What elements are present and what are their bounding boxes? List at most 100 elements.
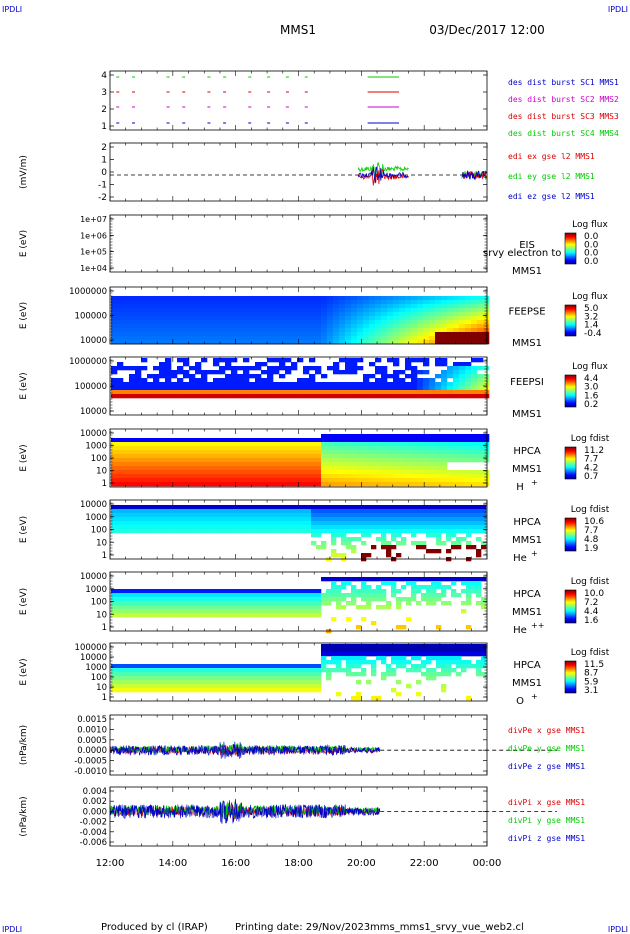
panel-eis-colorbar-tick: 0.0: [584, 232, 599, 242]
panel-eis-colorbar-tick: 0.0: [584, 257, 599, 267]
panel-hpca_hepp-colorbar-tick: 4.4: [584, 607, 599, 617]
panel-feepse-ytick-label: 10000: [80, 336, 107, 346]
x-tick-label: 00:00: [473, 858, 502, 869]
panel-feepsi-spectrogram: [111, 358, 490, 399]
panel-hpca_hepp-instrument-label: HPCA: [513, 589, 541, 600]
panel-hpca_h-ylabel: E (eV): [19, 444, 29, 471]
panel-burst-ytick-label: 1: [101, 122, 107, 132]
panel-edi-legend-3: edi ez gse l2 MMS1: [508, 192, 595, 201]
panels: 4 3 2 1 des dist burst SC1 MMS1 des dist burs…: [19, 70, 619, 848]
panel-hpca_h-spacecraft-label: MMS1: [512, 464, 542, 475]
panel-divpe-ytick-label: -0.0010: [74, 767, 107, 777]
panel-edi-legend-2: edi ey gse l2 MMS1: [508, 172, 595, 181]
panel-hpca_o-ytick-label: 1000: [85, 663, 107, 673]
panel-hpca_o-colorbar-tick: 3.1: [584, 686, 598, 696]
panel-feepsi-colorbar-tick: 4.4: [584, 374, 599, 384]
panel-hpca_o-species-label: O: [516, 696, 524, 707]
panel-feepsi-colorbar-tick: 1.6: [584, 391, 599, 401]
footer-produced: Produced by cl (IRAP): [101, 922, 208, 933]
footer-file: mms_mms1_srvy_vue_web2.cl: [370, 922, 524, 933]
panel-hpca_he-spacecraft-label: MMS1: [512, 535, 542, 546]
x-tick-label: 20:00: [347, 858, 376, 869]
panel-eis-ylabel: E (eV): [19, 230, 29, 257]
panel-edi-ytick-label: 1: [101, 156, 107, 166]
x-tick-label: 18:00: [284, 858, 313, 869]
panel-burst-ytick-label: 2: [101, 105, 107, 115]
panel-divpe-ytick-label: 0.0010: [77, 725, 107, 735]
panel-feepse-spacecraft-label: MMS1: [512, 338, 542, 349]
panel-feepsi-colorbar-tick: 0.2: [584, 400, 598, 410]
panel-hpca_hepp-species-charge: ++: [531, 621, 544, 630]
panel-hpca_h-ytick-label: 10000: [80, 429, 107, 439]
panel-eis-colorbar-tick: 0.0: [584, 249, 599, 259]
panel-hpca_h-colorbar-tick: 11.2: [584, 446, 604, 456]
panel-eis-ytick-label: 1e+07: [80, 215, 107, 224]
panel-edi-ytick-label: -2: [98, 193, 107, 203]
panel-hpca_hepp-colorbar-tick: 10.0: [584, 589, 604, 599]
x-tick-label: 12:00: [96, 858, 125, 869]
panel-feepse-ylabel: E (eV): [19, 302, 29, 329]
panel-edi-series-1: [357, 162, 409, 178]
panel-hpca_he-spectrogram: [111, 505, 487, 562]
panel-hpca_he-colorbar: [564, 517, 577, 552]
panel-eis-frame: [109, 214, 488, 273]
panel-burst-frame: [109, 70, 488, 131]
panel-hpca_o-spacecraft-label: MMS1: [512, 678, 542, 689]
panel-hpca_o-ytick-label: 100000: [75, 643, 107, 653]
panel-hpca_o-ytick-label: 10000: [80, 653, 107, 663]
panel-feepsi-ytick-label: 10000: [80, 407, 107, 417]
panel-divpi-series-3: [109, 798, 381, 824]
panel-hpca_he-instrument-label: HPCA: [513, 517, 541, 528]
panel-hpca_h-ytick-label: 1: [102, 479, 107, 489]
panel-hpca_hepp-colorbar: [564, 589, 577, 624]
panel-feepse-instrument-label: FEEPSE: [508, 307, 545, 318]
panel-feepsi-colorbar: [564, 374, 577, 408]
panel-divpe-ytick-label: 0.0005: [77, 736, 107, 746]
panel-edi-series-late-3: [461, 170, 488, 181]
panel-hpca_o-instrument-label: HPCA: [513, 660, 541, 671]
panel-feepse-ytick-label: 1000000: [69, 287, 107, 297]
panel-feepse-ytick-label: 100000: [75, 312, 107, 322]
panel-hpca_o-colorbar-tick: 8.7: [584, 669, 598, 679]
corner-label-br: IPDLI: [608, 925, 628, 934]
panel-hpca_hepp-colorbar-title: Log fdist: [571, 577, 610, 587]
panel-hpca_hepp-spacecraft-label: MMS1: [512, 607, 542, 618]
x-axis: 12:00 14:00 16:00 18:00 20:00 22:00 00:00: [96, 858, 502, 869]
panel-hpca_h-ytick-label: 100: [91, 454, 107, 464]
panel-divpe-ytick-label: -0.0005: [74, 757, 107, 767]
panel-hpca_he-colorbar-tick: 4.8: [584, 535, 599, 545]
x-tick-label: 14:00: [158, 858, 187, 869]
x-tick-label: 22:00: [410, 858, 439, 869]
panel-divpe-ylabel: (nPa/km): [19, 725, 29, 765]
panel-edi-ytick-label: 0: [101, 168, 107, 178]
panel-edi-frame: [109, 142, 488, 202]
panel-hpca_he-species-label: He: [513, 553, 527, 564]
panel-hpca_o-ytick-label: 10: [96, 683, 107, 693]
panel-divpi-ytick-label: 0.004: [83, 787, 107, 797]
panel-feepsi-ytick-label: 100000: [75, 382, 107, 392]
panel-divpe-ytick-label: 0.0000: [77, 746, 107, 756]
panel-divpi-ytick-label: 0.000: [83, 807, 107, 817]
panel-eis-ytick-label: 1e+06: [80, 231, 107, 240]
panel-hpca_h-ytick-label: 10: [96, 467, 107, 477]
panel-hpca_he-ytick-label: 10000: [80, 500, 107, 510]
corner-label-tr: IPDLI: [608, 5, 628, 14]
panel-divpi-legend-3: divPi z gse MMS1: [508, 834, 585, 843]
panel-eis-colorbar: [564, 232, 577, 265]
panel-hpca_o-colorbar-title: Log fdist: [571, 648, 610, 658]
panel-hpca_hepp-ytick-label: 10: [96, 610, 107, 620]
panel-hpca_hepp-ytick-label: 1000: [85, 585, 107, 595]
panel-hpca_o-colorbar-tick: 11.5: [584, 660, 604, 670]
panel-hpca_h-colorbar-tick: 0.7: [584, 472, 598, 482]
panel-eis-colorbar-tick: 0.0: [584, 240, 599, 250]
panel-hpca_hepp-species-label: He: [513, 625, 527, 636]
panel-edi-ytick-label: -1: [98, 181, 107, 191]
panel-divpe-ytick-label: 0.0015: [77, 715, 107, 725]
panel-hpca_hepp-ytick-label: 100: [91, 598, 107, 608]
panel-hpca_he-colorbar-tick: 7.7: [584, 526, 598, 536]
panel-burst-ytick-label: 4: [101, 71, 107, 81]
panel-feepse-colorbar-tick: -0.4: [584, 329, 602, 339]
panel-hpca_hepp-ylabel: E (eV): [19, 588, 29, 615]
panel-hpca_he-ytick-label: 100: [91, 526, 107, 536]
